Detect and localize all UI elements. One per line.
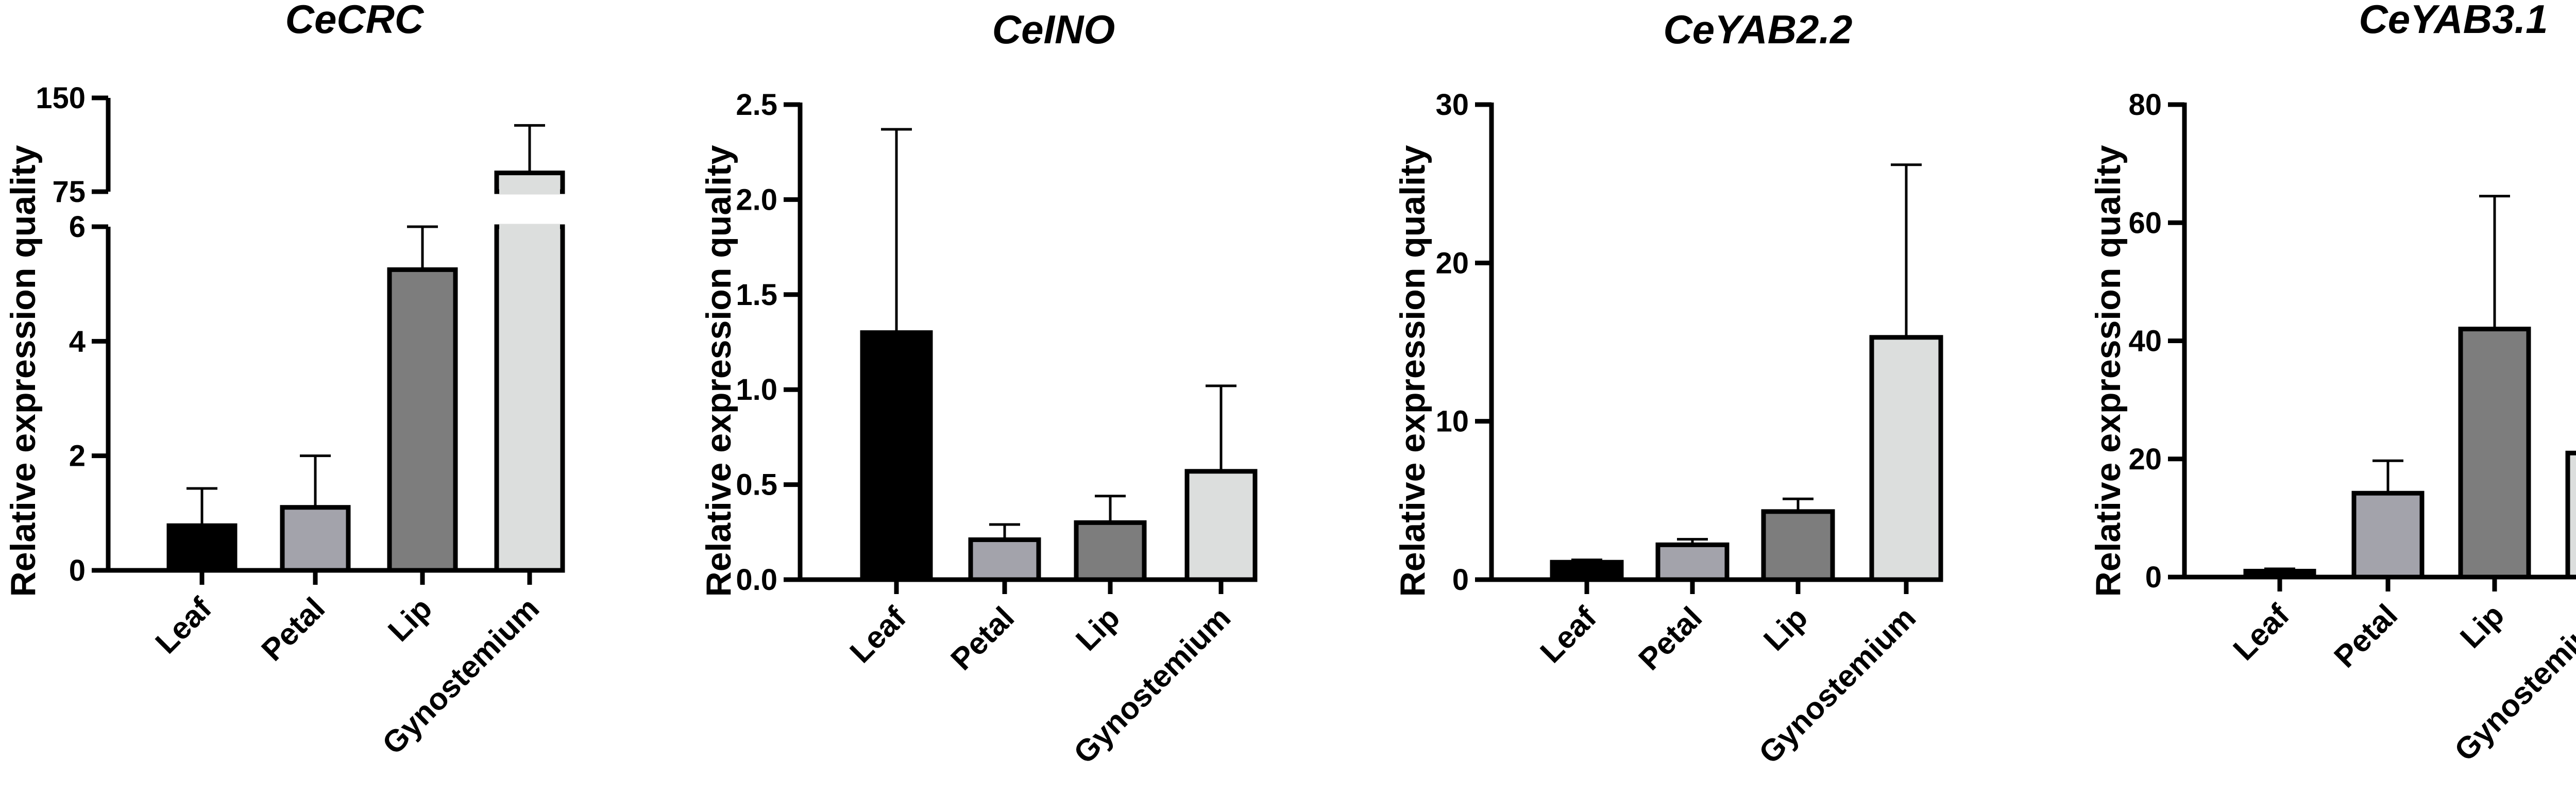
chart-panel-ceino: CeINO Relative expression quality 0.0 0.5…	[699, 7, 1258, 770]
y-tick-label: 60	[2128, 206, 2162, 240]
y-tick-label: 30	[1435, 88, 1469, 122]
y-axis-label: Relative expression quality	[4, 145, 43, 597]
chart-panel-cecrc: CeCRC Relative expression quality 0 2 4 675…	[4, 0, 565, 761]
panel-title: CeYAB2.2	[1663, 7, 1852, 52]
bar	[860, 330, 933, 582]
panel-title: CeCRC	[285, 0, 425, 42]
y-tick-label: 0.0	[736, 563, 777, 597]
panel-title: CeINO	[992, 7, 1115, 52]
x-tick-label: Leaf	[843, 600, 913, 669]
x-tick-label: Lip	[2453, 598, 2511, 655]
bar	[2458, 327, 2531, 580]
y-axis-label: Relative expression quality	[1393, 145, 1432, 597]
y-axis-label: Relative expression quality	[699, 145, 738, 597]
x-tick-label: Petal	[944, 600, 1021, 677]
y-tick-label: 0	[2145, 561, 2162, 594]
chart-panel-ceyab3-1: CeYAB3.1 Relative expression quality 0 20…	[2089, 0, 2576, 768]
x-tick-label: Leaf	[149, 590, 218, 660]
y-tick-label: 20	[1435, 246, 1469, 280]
bar	[2351, 490, 2425, 580]
x-tick-label: Petal	[255, 591, 331, 668]
x-tick-label: Leaf	[1534, 600, 1603, 669]
x-tick-label: Lip	[1069, 600, 1126, 657]
y-tick-label: 80	[2128, 88, 2162, 122]
bar	[1184, 469, 1258, 582]
bar	[968, 537, 1041, 582]
bar	[1074, 520, 1147, 582]
bar	[387, 267, 458, 573]
bar	[166, 523, 238, 573]
y-tick-label: 2.5	[736, 88, 777, 122]
y-tick-label: 6	[69, 210, 86, 244]
x-tick-label: Leaf	[2227, 597, 2296, 667]
y-tick-label: 10	[1435, 405, 1469, 438]
panel-title: CeYAB3.1	[2359, 0, 2548, 42]
x-tick-label: Petal	[1632, 600, 1708, 677]
y-tick-label: 40	[2128, 325, 2162, 358]
y-tick-label: 0	[1452, 563, 1469, 597]
x-tick-label: Lip	[1757, 600, 1814, 657]
y-axis-label: Relative expression quality	[2089, 145, 2128, 597]
y-tick-label: 1.0	[736, 373, 777, 407]
x-tick-label: Petal	[2327, 598, 2404, 674]
x-tick-label: Lip	[381, 591, 438, 648]
y-tick-label: 2.0	[736, 183, 777, 216]
y-tick-label: 20	[2128, 443, 2162, 476]
bar	[1655, 542, 1730, 582]
bar-lower-part	[494, 224, 565, 573]
y-tick-label: 75	[52, 175, 86, 209]
bar	[280, 505, 351, 573]
bar	[1761, 509, 1835, 582]
y-tick-label: 150	[36, 81, 86, 115]
bar	[1550, 560, 1624, 582]
y-tick-label: 1.5	[736, 278, 777, 312]
y-tick-label: 4	[69, 325, 86, 358]
y-tick-label: 0.5	[736, 468, 777, 502]
y-tick-label: 0	[69, 554, 86, 587]
y-tick-label: 2	[69, 439, 86, 473]
chart-panel-ceyab2-2: CeYAB2.2 Relative expression quality 0 10…	[1393, 7, 1943, 770]
bar	[1869, 335, 1943, 582]
bar	[2565, 450, 2576, 580]
